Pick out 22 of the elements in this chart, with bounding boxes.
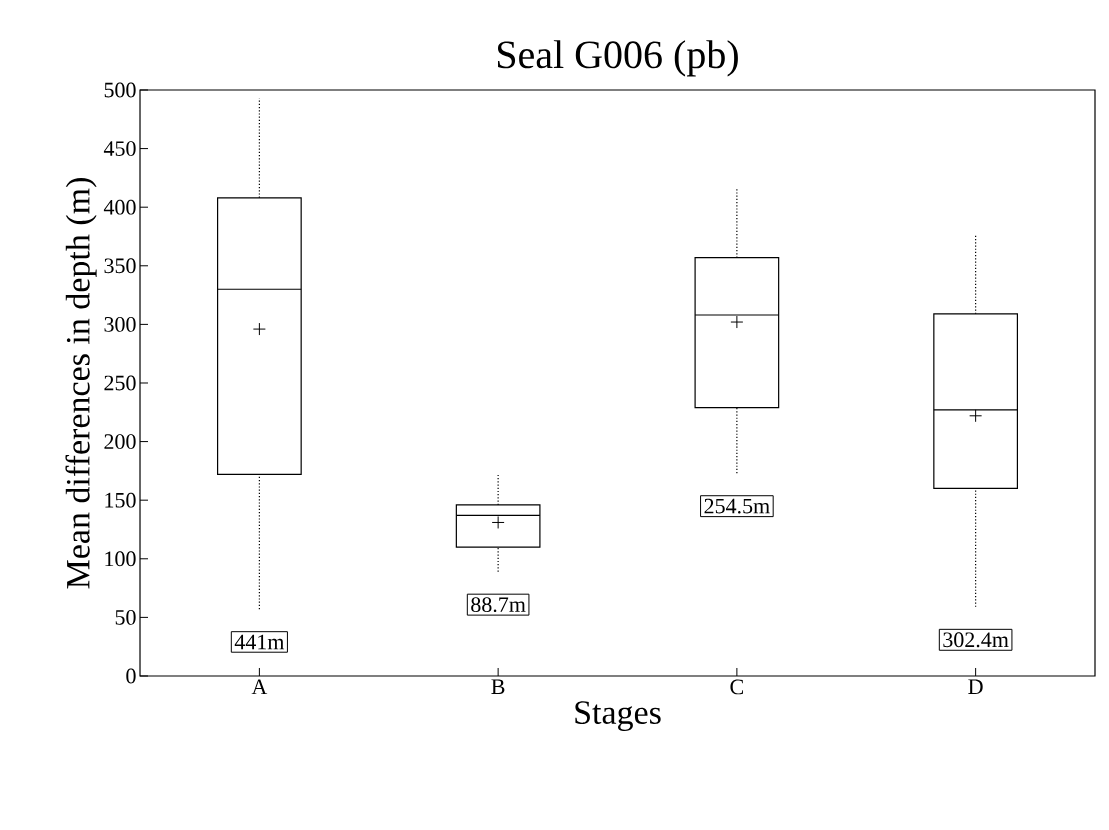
annotation: 254.5m <box>704 498 770 514</box>
y-axis-title: Mean differences in depth (m) <box>65 178 97 589</box>
y-tick-label: 500 <box>104 82 136 98</box>
x-tick-label: D <box>968 679 983 694</box>
y-tick-label: 300 <box>104 316 136 332</box>
annotation: 302.4m <box>943 632 1009 648</box>
x-axis-title: Stages <box>575 701 661 732</box>
y-tick-label: 350 <box>104 258 136 274</box>
y-tick-label: 400 <box>103 199 136 215</box>
y-tick-label: 200 <box>104 434 136 450</box>
chart-title: Seal G006 (pb) <box>497 40 738 77</box>
x-tick-label: C <box>730 679 743 695</box>
y-tick-label: 250 <box>104 375 136 391</box>
annotation: 88.7m <box>471 597 526 613</box>
y-tick-label: 150 <box>105 492 136 508</box>
y-tick-label: 100 <box>105 551 136 567</box>
annotation: 441m <box>234 634 285 650</box>
x-tick-label: A <box>251 679 268 695</box>
x-tick-label: B <box>491 679 505 694</box>
y-tick-label: 0 <box>126 668 136 684</box>
y-tick-label: 50 <box>115 609 136 625</box>
y-tick-label: 450 <box>103 141 136 157</box>
